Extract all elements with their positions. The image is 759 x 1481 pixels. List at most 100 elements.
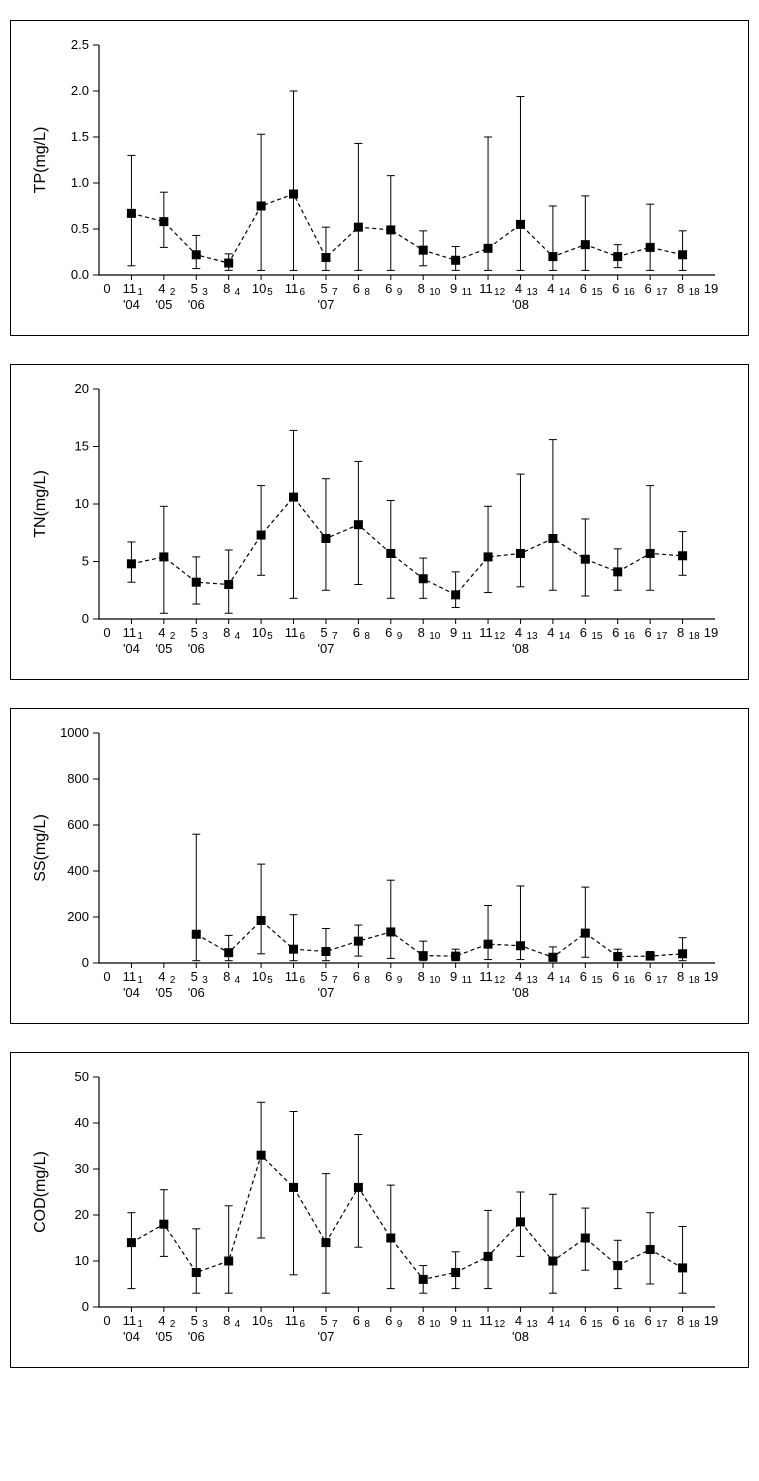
svg-text:17: 17 — [656, 975, 668, 986]
svg-text:6: 6 — [645, 969, 652, 984]
svg-text:17: 17 — [656, 631, 668, 642]
svg-text:6: 6 — [645, 1313, 652, 1328]
svg-text:5: 5 — [267, 631, 273, 642]
svg-text:9: 9 — [397, 975, 403, 986]
svg-text:6: 6 — [353, 969, 360, 984]
svg-text:'05: '05 — [155, 641, 172, 656]
svg-text:20: 20 — [75, 381, 89, 396]
svg-text:6: 6 — [612, 1313, 619, 1328]
svg-text:9: 9 — [450, 969, 457, 984]
svg-text:5: 5 — [320, 625, 327, 640]
svg-text:16: 16 — [624, 1319, 636, 1330]
svg-text:8: 8 — [418, 1313, 425, 1328]
svg-text:11: 11 — [462, 631, 473, 642]
svg-text:19: 19 — [704, 1313, 718, 1328]
svg-text:4: 4 — [158, 625, 165, 640]
svg-text:5: 5 — [267, 975, 273, 986]
svg-text:9: 9 — [450, 281, 457, 296]
svg-text:1000: 1000 — [60, 725, 89, 740]
svg-text:16: 16 — [624, 975, 636, 986]
svg-text:18: 18 — [689, 631, 701, 642]
svg-text:8: 8 — [677, 281, 684, 296]
svg-text:4: 4 — [515, 281, 522, 296]
svg-text:11: 11 — [123, 281, 137, 296]
svg-text:4: 4 — [235, 975, 241, 986]
svg-text:6: 6 — [300, 287, 306, 298]
svg-text:5: 5 — [267, 287, 273, 298]
svg-text:5: 5 — [191, 969, 198, 984]
svg-text:5: 5 — [82, 554, 89, 569]
svg-text:'04: '04 — [123, 297, 140, 312]
svg-text:11: 11 — [462, 1319, 473, 1330]
svg-text:4: 4 — [547, 1313, 554, 1328]
svg-text:800: 800 — [67, 771, 89, 786]
svg-text:0: 0 — [82, 955, 89, 970]
svg-text:17: 17 — [656, 287, 668, 298]
svg-text:'08: '08 — [512, 641, 529, 656]
svg-text:14: 14 — [559, 975, 571, 986]
svg-text:'05: '05 — [155, 297, 172, 312]
svg-text:1.5: 1.5 — [71, 129, 89, 144]
svg-text:19: 19 — [704, 625, 718, 640]
svg-text:10: 10 — [429, 287, 441, 298]
svg-text:600: 600 — [67, 817, 89, 832]
svg-text:40: 40 — [75, 1115, 89, 1130]
svg-text:11: 11 — [123, 969, 137, 984]
svg-text:'07: '07 — [317, 641, 334, 656]
chart-tn: 05101520TN(mg/L)111425384105116576869810… — [21, 375, 731, 675]
svg-text:'06: '06 — [188, 641, 205, 656]
svg-text:TN(mg/L): TN(mg/L) — [32, 470, 49, 538]
svg-text:0: 0 — [103, 1313, 110, 1328]
svg-text:4: 4 — [515, 969, 522, 984]
svg-text:4: 4 — [235, 287, 241, 298]
svg-text:12: 12 — [494, 1319, 506, 1330]
svg-text:0: 0 — [103, 625, 110, 640]
chart-stack: { "global": { "font_family": "sans-serif… — [0, 0, 759, 1416]
svg-text:11: 11 — [479, 1313, 493, 1328]
svg-text:6: 6 — [385, 969, 392, 984]
svg-text:18: 18 — [689, 287, 701, 298]
svg-text:4: 4 — [515, 1313, 522, 1328]
svg-text:14: 14 — [559, 287, 571, 298]
svg-text:4: 4 — [158, 969, 165, 984]
svg-text:11: 11 — [123, 1313, 137, 1328]
svg-text:6: 6 — [353, 625, 360, 640]
svg-text:8: 8 — [418, 969, 425, 984]
svg-text:10: 10 — [252, 625, 266, 640]
svg-text:50: 50 — [75, 1069, 89, 1084]
svg-text:11: 11 — [285, 1313, 299, 1328]
svg-text:8: 8 — [223, 625, 230, 640]
panel-tp: 0.00.51.01.52.02.5TP(mg/L)11142538410511… — [10, 20, 749, 336]
svg-text:COD(mg/L): COD(mg/L) — [32, 1151, 49, 1233]
svg-text:'07: '07 — [317, 297, 334, 312]
svg-text:9: 9 — [450, 1313, 457, 1328]
chart-cod: 01020304050COD(mg/L)11142538410511657686… — [21, 1063, 731, 1363]
svg-text:'04: '04 — [123, 985, 140, 1000]
svg-text:6: 6 — [645, 625, 652, 640]
svg-text:11: 11 — [285, 969, 299, 984]
svg-text:0: 0 — [82, 611, 89, 626]
svg-text:'05: '05 — [155, 985, 172, 1000]
svg-text:'06: '06 — [188, 297, 205, 312]
svg-text:11: 11 — [479, 969, 493, 984]
svg-text:5: 5 — [320, 969, 327, 984]
svg-text:4: 4 — [515, 625, 522, 640]
svg-text:0.5: 0.5 — [71, 221, 89, 236]
svg-text:12: 12 — [494, 975, 506, 986]
svg-text:8: 8 — [677, 1313, 684, 1328]
svg-text:'08: '08 — [512, 297, 529, 312]
svg-text:'07: '07 — [317, 1329, 334, 1344]
svg-text:10: 10 — [252, 1313, 266, 1328]
svg-text:5: 5 — [191, 1313, 198, 1328]
svg-text:16: 16 — [624, 287, 636, 298]
svg-text:10: 10 — [429, 1319, 441, 1330]
svg-text:10: 10 — [429, 631, 441, 642]
svg-text:11: 11 — [285, 625, 299, 640]
svg-text:6: 6 — [385, 281, 392, 296]
svg-text:'05: '05 — [155, 1329, 172, 1344]
svg-text:6: 6 — [580, 1313, 587, 1328]
svg-text:30: 30 — [75, 1161, 89, 1176]
svg-text:11: 11 — [285, 281, 299, 296]
svg-text:8: 8 — [677, 625, 684, 640]
svg-text:4: 4 — [547, 281, 554, 296]
